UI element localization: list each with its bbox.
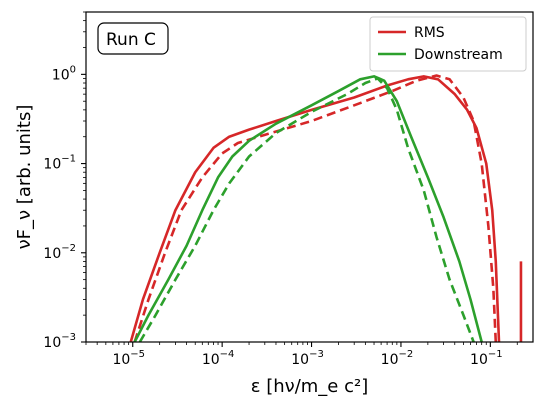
x-tick-label-4: 10−1 xyxy=(470,349,503,368)
series-line-1 xyxy=(133,74,498,342)
x-axis-label: ε [hν/m_e c²] xyxy=(251,376,368,397)
y-axis: 10−3 10−2 10−1 100 xyxy=(43,11,86,351)
legend-label-0: RMS xyxy=(414,25,445,41)
x-tick-label-2: 10−3 xyxy=(291,349,324,368)
series-line-3 xyxy=(133,75,483,342)
y-tick-label-3: 100 xyxy=(52,64,76,83)
run-annotation: Run C xyxy=(97,22,169,55)
annotation-text: Run C xyxy=(106,30,156,50)
x-tick-label-3: 10−2 xyxy=(381,349,414,368)
series-layer xyxy=(129,74,523,342)
legend: RMS Downstream xyxy=(369,16,527,72)
series-line-4 xyxy=(138,77,475,342)
x-axis: 10−5 10−4 10−3 10−2 10−1 xyxy=(85,342,518,368)
legend-label-1: Downstream xyxy=(414,47,503,63)
legend-frame xyxy=(369,16,527,72)
series-line-0 xyxy=(129,75,501,342)
x-tick-label-1: 10−4 xyxy=(202,349,235,368)
y-axis-label: νF_ν [arb. units] xyxy=(14,105,35,250)
y-tick-label-2: 10−1 xyxy=(43,154,76,173)
y-tick-label-1: 10−2 xyxy=(43,243,76,262)
y-tick-label-0: 10−3 xyxy=(43,332,76,351)
x-tick-label-0: 10−5 xyxy=(112,349,145,368)
